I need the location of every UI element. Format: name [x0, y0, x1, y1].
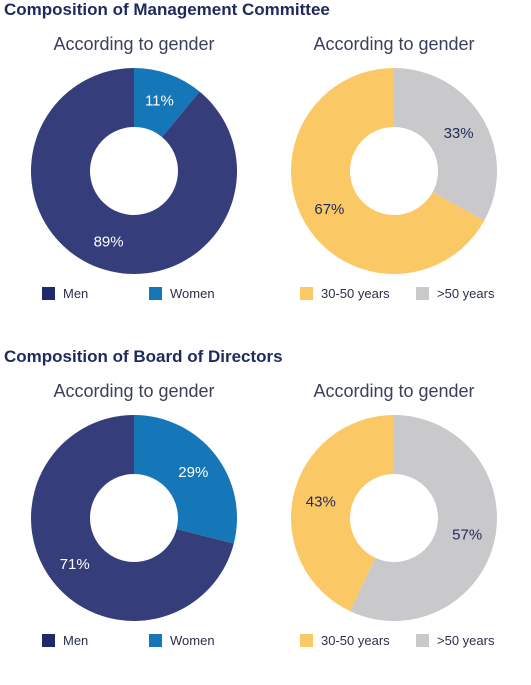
- slice-percent-label: 29%: [178, 464, 208, 481]
- legend-swatch: [149, 287, 162, 300]
- donut-slice-men: [30, 415, 234, 621]
- legend-swatch: [149, 634, 162, 647]
- legend-swatch: [416, 287, 429, 300]
- legend-swatch: [42, 287, 55, 300]
- chart-title: According to gender: [313, 381, 475, 401]
- slice-percent-label: 67%: [314, 201, 344, 218]
- donut-chart: 33% 67%: [290, 68, 497, 274]
- donut-slice-50-years: [350, 415, 497, 621]
- slice-percent-label: 57%: [452, 526, 482, 543]
- legend-swatch: [416, 634, 429, 647]
- legend-item-men: Men: [42, 286, 88, 301]
- donut-slice-30-50-years: [290, 68, 485, 274]
- legend-item-30-50-years: 30-50 years: [300, 633, 390, 648]
- management-age-chart: According to gender 33% 67% 30-50 years >…: [264, 32, 524, 301]
- chart-title: According to gender: [313, 34, 475, 54]
- section-title-management: Composition of Management Committee: [4, 0, 330, 19]
- section-title-board: Composition of Board of Directors: [4, 347, 283, 366]
- slice-percent-label: 43%: [306, 494, 336, 511]
- legend-label: 30-50 years: [321, 633, 390, 648]
- slice-percent-label: 71%: [60, 556, 90, 573]
- donut-slice-50-years: [394, 68, 497, 221]
- board-gender-chart: According to gender 29% 71% Men Women: [4, 379, 264, 648]
- donut-slice-women: [134, 415, 238, 544]
- slice-percent-label: 11%: [145, 92, 174, 109]
- donut-chart: 57% 43%: [291, 415, 497, 621]
- legend-item-30-50-years: 30-50 years: [300, 286, 390, 301]
- legend-label: Women: [170, 286, 215, 301]
- management-gender-chart: According to gender 11% 89% Men Women: [4, 32, 264, 301]
- legend-label: Men: [63, 633, 89, 648]
- legend-label: Women: [170, 633, 215, 648]
- legend-item-over-50-years: >50 years: [416, 286, 494, 301]
- legend-swatch: [42, 634, 55, 647]
- slice-percent-label: 33%: [444, 125, 474, 142]
- slice-percent-label: 89%: [94, 234, 124, 251]
- legend-label: Men: [63, 286, 89, 301]
- legend-swatch: [300, 287, 313, 300]
- legend-item-over-50-years: >50 years: [416, 633, 494, 648]
- donut-slice-men: [31, 68, 238, 274]
- donut-chart: 29% 71%: [30, 415, 238, 621]
- legend-label: >50 years: [437, 633, 495, 648]
- donut-slice-30-50-years: [291, 415, 394, 612]
- legend-label: 30-50 years: [321, 286, 390, 301]
- legend-label: >50 years: [437, 286, 495, 301]
- chart-title: According to gender: [53, 34, 215, 54]
- chart-title: According to gender: [53, 381, 215, 401]
- donut-slice-women: [134, 68, 200, 138]
- legend-item-women: Women: [149, 633, 215, 648]
- board-age-chart: According to gender 57% 43% 30-50 years >…: [264, 379, 524, 648]
- legend-swatch: [300, 634, 313, 647]
- legend-item-men: Men: [42, 633, 88, 648]
- legend-item-women: Women: [149, 286, 215, 301]
- donut-chart: 11% 89%: [31, 68, 238, 274]
